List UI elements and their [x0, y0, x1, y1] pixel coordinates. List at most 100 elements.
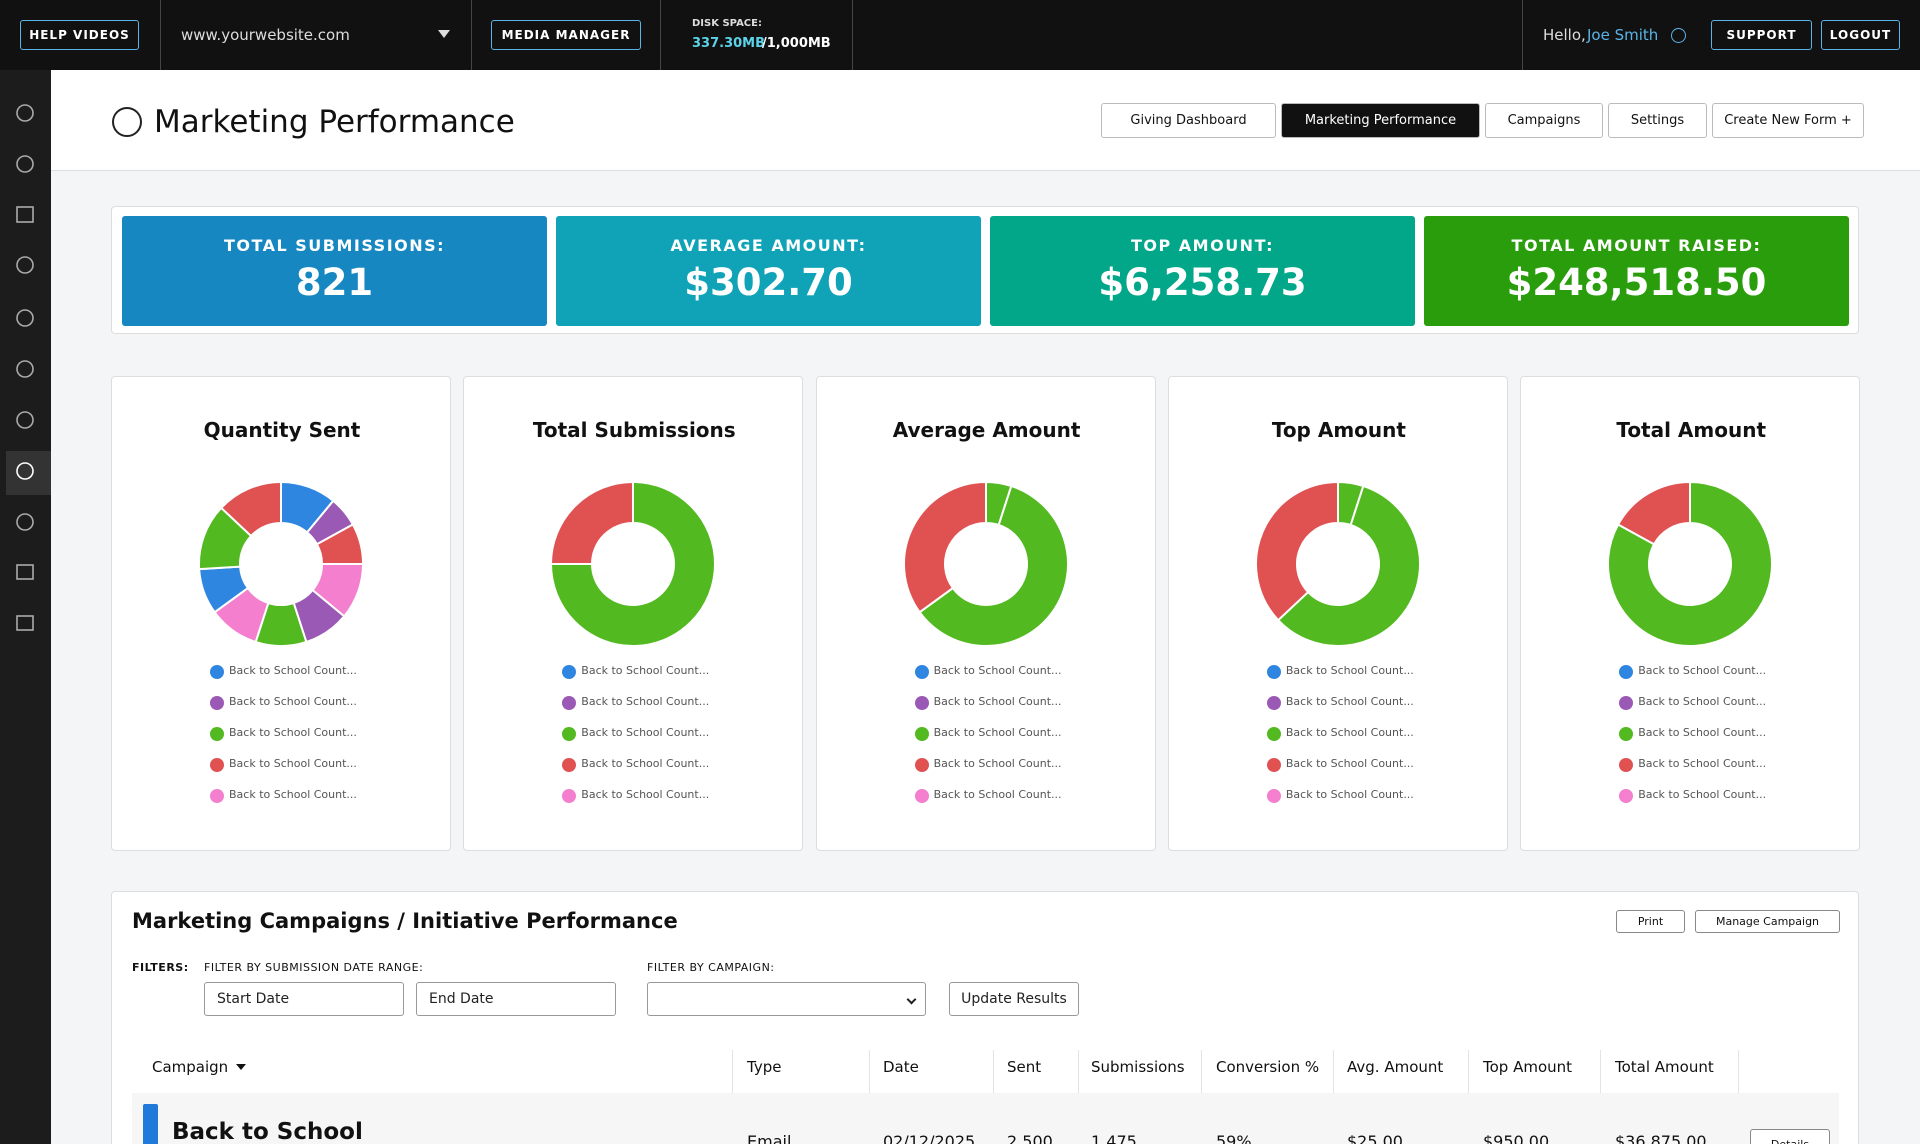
donut-chart [902, 480, 1069, 647]
campaign-filter-label: FILTER BY CAMPAIGN: [647, 961, 775, 974]
donut-card: Average Amount Back to School Count... Bac… [815, 376, 1156, 851]
legend-label: Back to School Count... [933, 726, 1062, 739]
legend-label: Back to School Count... [229, 664, 357, 677]
legend-label: Back to School Count... [581, 788, 710, 801]
filters-label: FILTERS: [132, 961, 189, 974]
legend-dot [1619, 758, 1634, 772]
table-cell: 2,500 [1007, 1132, 1053, 1144]
header-tab[interactable]: Settings [1608, 103, 1707, 138]
header-tab[interactable]: Create New Form + [1712, 103, 1864, 138]
stat-value: $302.70 [684, 261, 853, 304]
row-accent [143, 1104, 158, 1144]
legend-label: Back to School Count... [1285, 726, 1414, 739]
table-cell: $950.00 [1483, 1132, 1550, 1144]
legend-label: Back to School Count... [933, 757, 1062, 770]
header-tab[interactable]: Campaigns [1485, 103, 1603, 138]
table-cell: 59% [1216, 1132, 1252, 1144]
campaign-select[interactable] [647, 982, 926, 1016]
donut-chart [1254, 480, 1421, 647]
update-button[interactable]: Update Results [949, 982, 1079, 1016]
help-videos-button[interactable]: HELP VIDEOS [20, 20, 139, 50]
legend-label: Back to School Count... [229, 757, 357, 770]
stat-value: $248,518.50 [1506, 261, 1767, 304]
legend-dot [914, 696, 929, 710]
donut-title: Total Amount [1616, 418, 1767, 442]
legend-label: Back to School Count... [229, 695, 357, 708]
stat-card: TOP AMOUNT: $6,258.73 [990, 216, 1415, 326]
date-range-label: FILTER BY SUBMISSION DATE RANGE: [204, 961, 424, 974]
donut-title: Quantity Sent [203, 418, 361, 442]
column-header: Total Amount [1615, 1058, 1714, 1076]
end-date-input[interactable]: End Date [416, 982, 616, 1016]
table-cell: 02/12/2025 [883, 1132, 976, 1144]
legend-label: Back to School Count... [581, 726, 710, 739]
print-button[interactable]: Print [1616, 910, 1685, 933]
logout-button[interactable]: LOGOUT [1821, 20, 1900, 50]
legend-label: Back to School Count... [1638, 664, 1767, 677]
donut-title: Top Amount [1271, 418, 1406, 442]
legend-dot [1266, 696, 1281, 710]
divider [1522, 0, 1523, 70]
support-button[interactable]: SUPPORT [1711, 20, 1812, 50]
page-title: Marketing Performance [154, 104, 515, 140]
select-caret [906, 994, 917, 1005]
legend-dot [1619, 665, 1634, 679]
legend-label: Back to School Count... [933, 664, 1062, 677]
donut-segment [917, 484, 1069, 647]
media-manager-button[interactable]: MEDIA MANAGER [491, 20, 641, 50]
divider [660, 0, 661, 70]
legend-dot [210, 789, 224, 803]
user-name: Joe Smith [1587, 26, 1659, 44]
legend-dot [210, 727, 224, 741]
donut-segment [219, 480, 282, 538]
legend-dot [562, 758, 577, 772]
donut-chart [198, 480, 365, 647]
disk-label: DISK SPACE: [692, 18, 762, 29]
start-date-input[interactable]: Start Date [204, 982, 404, 1016]
column-header: Top Amount [1483, 1058, 1573, 1076]
donut-title: Average Amount [892, 418, 1081, 442]
divider [471, 0, 472, 70]
legend-dot [914, 665, 929, 679]
column-header: Sent [1007, 1058, 1042, 1076]
legend-label: Back to School Count... [1285, 788, 1414, 801]
campaign-name: Back to School [172, 1119, 363, 1144]
manage-button[interactable]: Manage Campaign [1695, 910, 1840, 933]
legend-label: Back to School Count... [581, 664, 710, 677]
header-tab[interactable]: Giving Dashboard [1101, 103, 1276, 138]
legend-label: Back to School Count... [1638, 788, 1767, 801]
legend-dot [562, 727, 577, 741]
stat-label: TOTAL AMOUNT RAISED: [1511, 236, 1762, 255]
legend-label: Back to School Count... [229, 726, 357, 739]
legend-dot [914, 727, 929, 741]
donut-segment [1616, 480, 1692, 546]
legend-dot [1266, 758, 1281, 772]
details-button[interactable]: Details [1750, 1129, 1830, 1144]
header-tab[interactable]: Marketing Performance [1281, 103, 1480, 138]
legend-dot [1619, 789, 1634, 803]
column-header: Avg. Amount [1347, 1058, 1444, 1076]
legend-dot [1266, 727, 1281, 741]
legend-dot [562, 696, 577, 710]
table-row-bg [132, 1093, 1839, 1144]
legend-dot [914, 758, 929, 772]
column-header[interactable]: Campaign [152, 1058, 229, 1076]
website-select[interactable]: www.yourwebsite.com [181, 26, 350, 44]
stat-card: TOTAL SUBMISSIONS: 821 [122, 216, 547, 326]
column-header: Submissions [1091, 1058, 1185, 1076]
donut-card: Top Amount Back to School Count... Back to… [1167, 376, 1508, 851]
donut-segment [550, 480, 717, 647]
sort-caret [236, 1064, 246, 1070]
stat-value: 821 [295, 261, 374, 304]
legend-label: Back to School Count... [1285, 664, 1414, 677]
donut-chart [550, 480, 717, 647]
legend-dot [1619, 696, 1634, 710]
legend-dot [914, 789, 929, 803]
disk-total: /1,000MB [762, 36, 831, 51]
stat-card: TOTAL AMOUNT RAISED: $248,518.50 [1424, 216, 1849, 326]
campaigns-title: Marketing Campaigns / Initiative Perform… [132, 909, 678, 933]
legend-label: Back to School Count... [1638, 726, 1767, 739]
sidebar [0, 70, 51, 1144]
donut-segment [902, 480, 987, 614]
donut-segment [1254, 480, 1339, 622]
